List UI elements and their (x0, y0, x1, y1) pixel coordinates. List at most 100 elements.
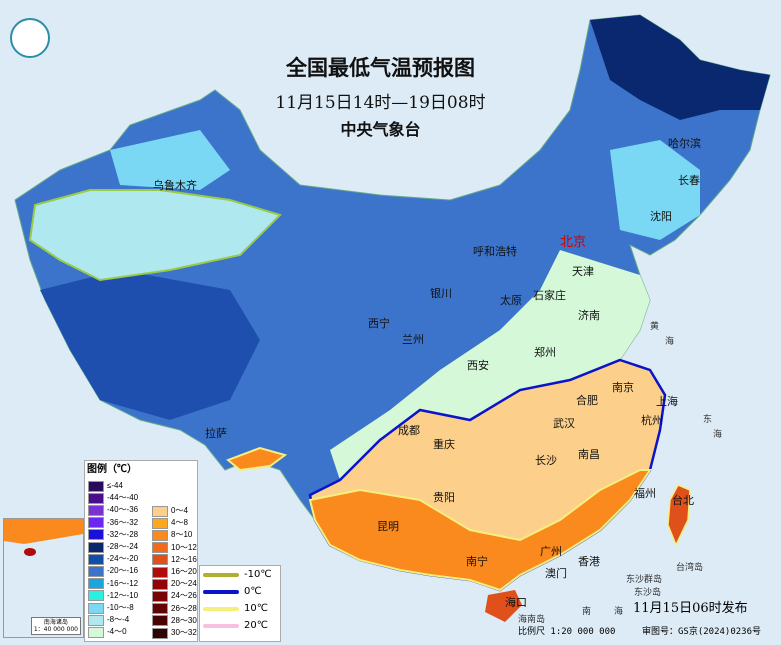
legend-swatch (88, 553, 104, 565)
cma-logo (10, 18, 50, 58)
city-label: 昆明 (377, 520, 399, 533)
city-label: 杭州 (641, 414, 663, 427)
legend-label: -32～-28 (107, 529, 139, 539)
city-label: 拉萨 (205, 427, 227, 440)
legend-label: -28～-24 (107, 542, 139, 551)
legend-label: 30～32 (171, 628, 197, 637)
xinjiang-basin-region (28, 189, 282, 282)
legend-swatch (152, 590, 168, 602)
legend-label: -36～-32 (107, 517, 139, 527)
legend-swatch (88, 578, 104, 590)
city-label: 天津 (572, 265, 594, 278)
legend-swatch (152, 578, 168, 590)
isoline-item: -10℃ (200, 566, 280, 583)
legend-label: 12～16 (171, 554, 197, 564)
legend-item: -36～-32 (88, 517, 138, 529)
city-label: 武汉 (553, 417, 575, 430)
legend-label: 4～8 (171, 518, 188, 528)
legend-swatch (88, 590, 104, 602)
city-label: 台北 (672, 494, 694, 507)
review-number: 审图号：GS京(2024)0236号 (642, 627, 762, 637)
city-label: 南宁 (466, 555, 488, 568)
city-label: 广州 (540, 545, 562, 558)
sea-label: 黄 (650, 322, 660, 332)
legend: 图例（℃） ≤-44 -44～-40 -40～-36 -36～-32 -32～-28 -2… (84, 460, 198, 642)
city-label: 呼和浩特 (473, 245, 517, 258)
isoline-label: -10℃ (244, 569, 272, 580)
legend-swatch (88, 541, 104, 553)
sea-label: 海南岛 (518, 615, 546, 625)
city-label: 澳门 (545, 567, 567, 580)
legend-swatch (88, 626, 104, 638)
tibet-south-warm-region (226, 446, 288, 472)
legend-label: -8～-4 (107, 615, 130, 625)
city-label: 成都 (398, 424, 420, 437)
isoline-legend: -10℃ 0℃ 10℃ 20℃ (199, 565, 281, 642)
legend-label: -16～-12 (107, 578, 139, 588)
legend-swatch (88, 565, 104, 577)
legend-item: -10～-8 (88, 602, 134, 614)
legend-item: 0～4 (152, 505, 188, 517)
legend-item: -20～-16 (88, 565, 138, 577)
legend-label: -40～-36 (107, 505, 139, 515)
issued-time: 11月15日06时发布 (633, 601, 748, 616)
legend-swatch (88, 602, 104, 614)
city-label: 济南 (578, 309, 600, 322)
legend-label: -4～0 (107, 627, 127, 637)
legend-item: -28～-24 (88, 541, 138, 553)
legend-item: 16～20 (152, 566, 197, 578)
isoline-item: 20℃ (200, 617, 280, 634)
legend-swatch (152, 542, 168, 554)
legend-swatch (88, 480, 104, 492)
legend-label: 24～26 (171, 591, 197, 601)
isoline-label: 0℃ (244, 586, 262, 597)
isoline-label: 20℃ (244, 620, 268, 631)
legend-label: -44～-40 (107, 493, 139, 503)
legend-item: -4～0 (88, 626, 127, 638)
isoline-swatch (203, 623, 239, 628)
map-scale: 比例尺 1:20 000 000 (518, 627, 616, 637)
legend-swatch (88, 517, 104, 529)
legend-item: -44～-40 (88, 492, 138, 504)
legend-label: ≤-44 (107, 481, 123, 490)
legend-swatch (152, 505, 168, 517)
city-label: 合肥 (576, 394, 598, 407)
hainan-region (485, 590, 522, 622)
legend-swatch (152, 603, 168, 615)
city-label: 太原 (500, 294, 522, 307)
legend-swatch (152, 517, 168, 529)
isoline-item: 10℃ (200, 600, 280, 617)
legend-item: 26～28 (152, 603, 197, 615)
city-label: 香港 (578, 555, 600, 568)
legend-label: -24～-20 (107, 554, 139, 564)
sea-label: 海 (713, 430, 723, 440)
city-label: 贵阳 (433, 491, 455, 504)
legend-item: 12～16 (152, 554, 197, 566)
city-label: 南京 (612, 381, 634, 394)
city-label: 郑州 (534, 346, 556, 359)
legend-swatch (152, 615, 168, 627)
city-label: 西安 (467, 359, 489, 372)
city-label: 福州 (634, 487, 656, 500)
isoline-label: 10℃ (244, 603, 268, 614)
legend-item: ≤-44 (88, 480, 123, 492)
city-label: 上海 (656, 395, 678, 408)
legend-item: 10～12 (152, 542, 197, 554)
legend-item: -16～-12 (88, 578, 138, 590)
sea-label: 海 (614, 607, 624, 617)
agency-name: 中央气象台 (340, 120, 421, 139)
legend-swatch (88, 614, 104, 626)
inset-map (4, 519, 83, 556)
legend-label: 0～4 (171, 506, 188, 515)
sea-label: 台湾岛 (676, 563, 704, 573)
legend-swatch (152, 529, 168, 541)
south-hot-region (308, 469, 652, 592)
legend-item: -8～-4 (88, 614, 129, 626)
legend-item: 8～10 (152, 529, 192, 541)
city-label: 长春 (678, 174, 700, 187)
legend-item: -32～-28 (88, 529, 138, 541)
legend-label: -20～-16 (107, 566, 139, 576)
sea-label: 南 (582, 607, 592, 617)
legend-label: 8～10 (171, 530, 193, 540)
